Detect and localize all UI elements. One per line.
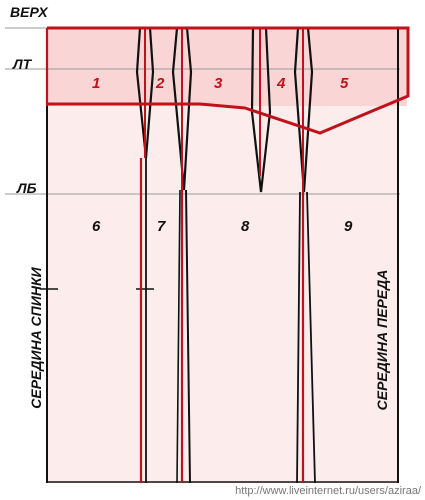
panel-number-9: 9 [344, 218, 353, 235]
back-center-label: СЕРЕДИНА СПИНКИ [28, 267, 44, 409]
seam-4-black-right [306, 191, 316, 484]
panel-number-8: 8 [241, 218, 250, 235]
seam-2-black-left [176, 189, 181, 484]
yoke-outline [47, 26, 410, 135]
panel-number-5: 5 [340, 75, 349, 92]
seam-4-black-left [296, 191, 301, 484]
panel-number-2: 2 [156, 75, 165, 92]
seam-2-black-line [185, 189, 191, 484]
front-center-label: СЕРЕДИНА ПЕРЕДА [374, 269, 390, 411]
level-label-top: ВЕРХ [10, 4, 48, 20]
panel-number-1: 1 [92, 75, 101, 92]
panel-number-4: 4 [277, 75, 286, 92]
level-label-waist: ЛТ [13, 56, 32, 72]
panel-number-7: 7 [157, 218, 166, 235]
panel-number-3: 3 [214, 75, 223, 92]
panel-number-6: 6 [92, 218, 101, 235]
yoke-fill [47, 28, 407, 106]
watermark-url: http://www.liveinternet.ru/users/aziraa/ [235, 485, 421, 497]
level-label-hip: ЛБ [17, 180, 37, 196]
